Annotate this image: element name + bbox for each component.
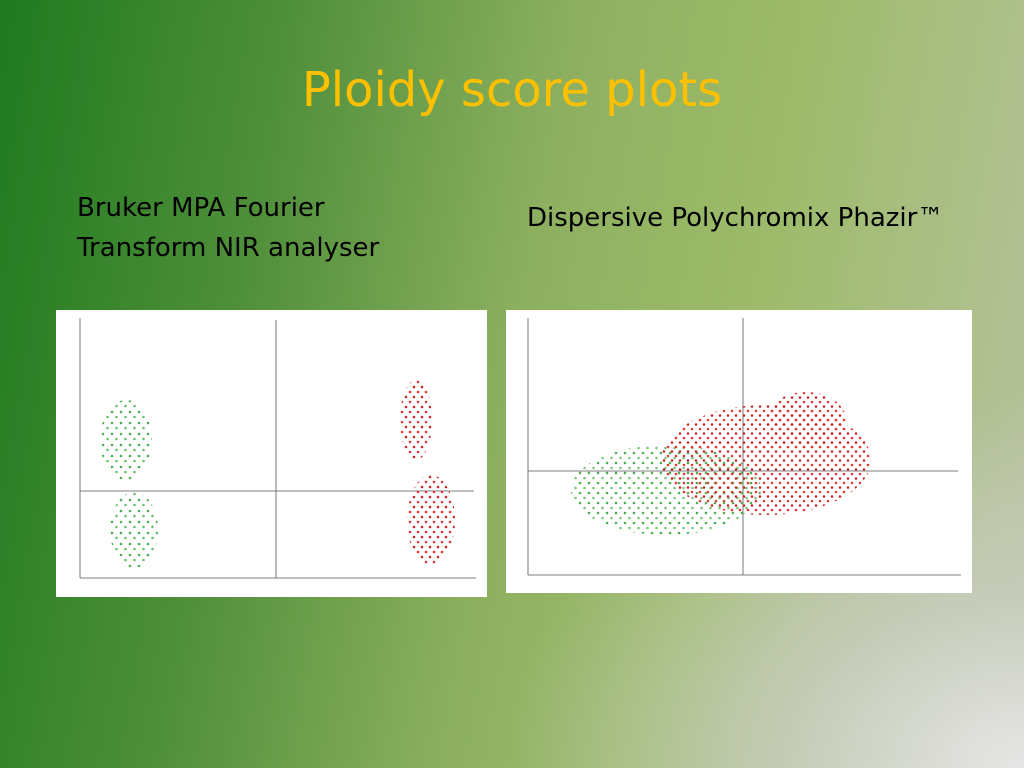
caption-right: Dispersive Polychromix Phazir™ [527,203,944,233]
score-plot-image [56,310,487,597]
score-plot-image [506,310,972,593]
slide-title: Ploidy score plots [301,62,723,118]
caption-line: Transform NIR analyser [77,233,380,263]
caption-left: Bruker MPA Fourier Transform NIR analyse… [77,188,379,268]
caption-line: Bruker MPA Fourier [77,193,325,223]
